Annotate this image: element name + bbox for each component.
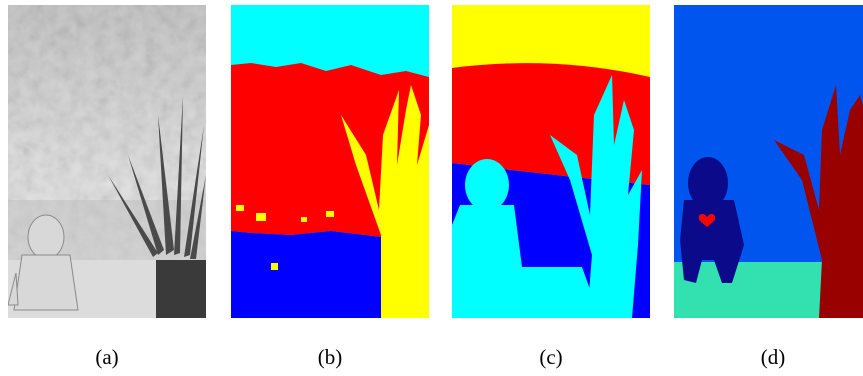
panel-c-segmentation <box>452 5 650 318</box>
panel-d-segmentation <box>674 5 863 318</box>
segmentation-c <box>452 5 650 318</box>
region-blue <box>231 230 429 318</box>
panel-a-photo <box>8 5 206 318</box>
region-red-heart <box>698 214 716 227</box>
photo-a <box>8 5 206 318</box>
region-navy <box>680 157 744 283</box>
child-figure <box>8 214 79 311</box>
region-dark-red <box>774 85 863 318</box>
segmentation-b <box>231 5 429 318</box>
caption-c: (c) <box>539 345 563 369</box>
caption-a: (a) <box>95 345 119 369</box>
region-cyan <box>452 75 642 318</box>
plant <box>108 95 206 259</box>
caption-d: (d) <box>760 345 786 369</box>
segmentation-d <box>674 5 863 318</box>
caption-b: (b) <box>317 345 343 369</box>
region-red <box>231 63 429 237</box>
plant-pot <box>156 260 206 318</box>
panel-b-segmentation <box>231 5 429 318</box>
region-yellow <box>236 85 429 318</box>
